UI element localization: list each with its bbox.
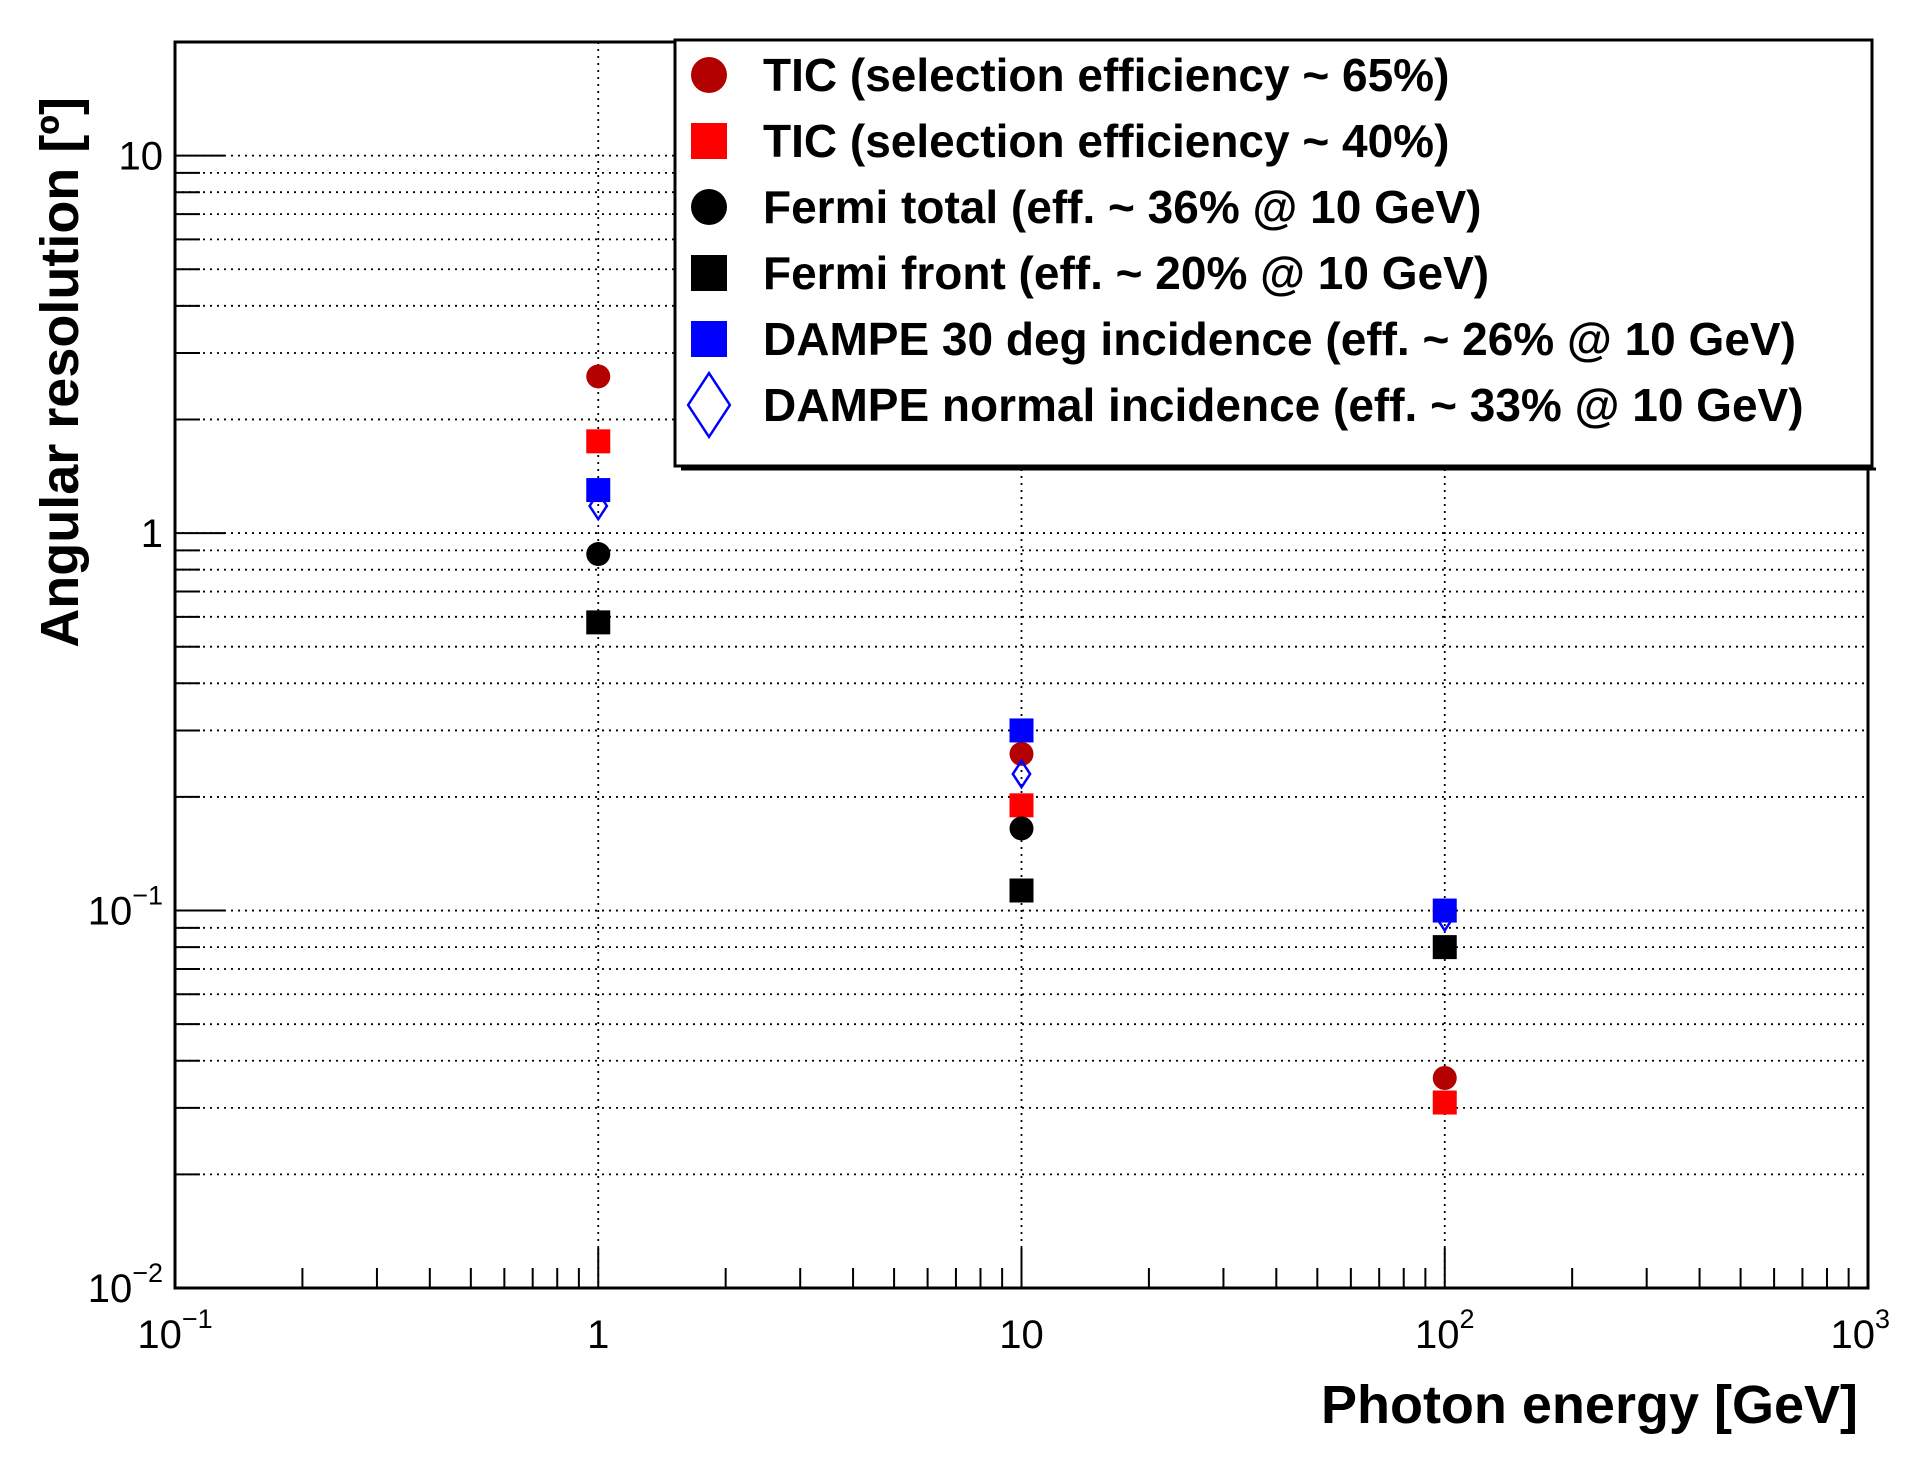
- data-point: [1432, 1090, 1457, 1115]
- legend-box: [673, 38, 1874, 468]
- x-tick-label: 10: [999, 1313, 1044, 1357]
- legend-marker: [691, 255, 727, 291]
- grid-lines: [175, 41, 1868, 1288]
- legend-entry: DAMPE 30 deg incidence (eff. ~ 26% @ 10 …: [691, 313, 1796, 365]
- legend-label: Fermi total (eff. ~ 36% @ 10 GeV): [763, 181, 1481, 233]
- data-point: [1009, 878, 1034, 903]
- data-point: [586, 364, 611, 389]
- data-points: [586, 364, 1457, 1115]
- legend-label: DAMPE normal incidence (eff. ~ 33% @ 10 …: [763, 379, 1804, 431]
- legend-marker: [691, 123, 727, 159]
- data-point: [1009, 741, 1034, 766]
- data-point: [586, 429, 611, 454]
- legend-label: DAMPE 30 deg incidence (eff. ~ 26% @ 10 …: [763, 313, 1796, 365]
- legend-entry: Fermi front (eff. ~ 20% @ 10 GeV): [691, 247, 1489, 299]
- series-1: [586, 364, 1457, 1091]
- legend-label: TIC (selection efficiency ~ 40%): [763, 115, 1449, 167]
- data-point: [1009, 816, 1034, 841]
- legend-marker: [691, 57, 727, 93]
- y-tick-labels: 10−2 10−1 1 10: [88, 135, 163, 1311]
- legend-entry: TIC (selection efficiency ~ 65%): [691, 49, 1449, 101]
- series-6: [588, 490, 1455, 933]
- legend: TIC (selection efficiency ~ 65%) TIC (sel…: [673, 38, 1876, 471]
- legend-label: TIC (selection efficiency ~ 65%): [763, 49, 1449, 101]
- y-axis-title: Angular resolution [º]: [30, 97, 90, 648]
- x-tick-label: 103: [1830, 1304, 1890, 1357]
- x-tick-labels: 10−1 1 10 102 103: [137, 1304, 1890, 1357]
- y-tick-label: 10−2: [88, 1258, 163, 1311]
- legend-marker: [691, 189, 727, 225]
- data-point: [586, 478, 611, 503]
- legend-entry: Fermi total (eff. ~ 36% @ 10 GeV): [691, 181, 1481, 233]
- data-point: [586, 542, 611, 567]
- legend-label: Fermi front (eff. ~ 20% @ 10 GeV): [763, 247, 1489, 299]
- y-tick-label: 1: [141, 512, 163, 556]
- data-point: [586, 610, 611, 635]
- data-point: [1011, 758, 1032, 790]
- data-point: [588, 490, 609, 522]
- series-4: [586, 610, 1457, 960]
- legend-marker: [686, 370, 732, 440]
- data-point: [1434, 901, 1455, 933]
- axis-ticks: [174, 41, 1869, 1289]
- x-axis-title: Photon energy [GeV]: [1321, 1375, 1858, 1435]
- y-tick-label: 10: [119, 135, 164, 179]
- x-tick-label: 1: [587, 1313, 609, 1357]
- data-point: [1432, 1066, 1457, 1091]
- data-point: [1009, 718, 1034, 743]
- series-2: [586, 429, 1457, 1115]
- legend-marker: [691, 321, 727, 357]
- x-tick-label: 10−1: [137, 1304, 212, 1357]
- y-tick-label: 10−1: [88, 881, 163, 934]
- data-point: [1009, 793, 1034, 818]
- legend-entry: TIC (selection efficiency ~ 40%): [691, 115, 1449, 167]
- data-point: [1432, 935, 1457, 960]
- x-tick-label: 102: [1415, 1304, 1475, 1357]
- legend-entry: DAMPE normal incidence (eff. ~ 33% @ 10 …: [686, 370, 1804, 440]
